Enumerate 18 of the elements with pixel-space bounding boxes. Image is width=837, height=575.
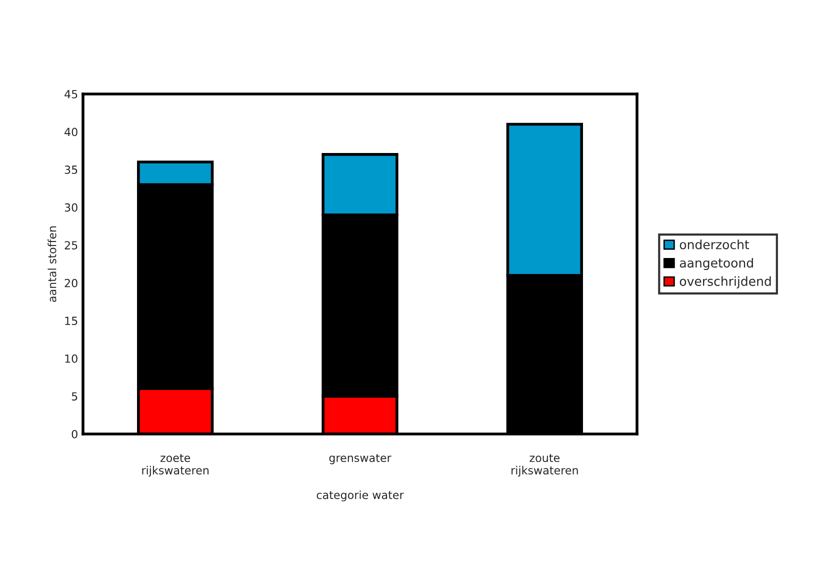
y-tick-label: 40 (64, 128, 78, 136)
y-tick-label: 45 (64, 90, 78, 98)
y-tick-label: 0 (72, 430, 78, 438)
x-tick-label: zoete rijkswateren (142, 454, 209, 477)
y-axis-title: aantal stoffen (48, 226, 56, 302)
legend-label: aangetoond (680, 258, 753, 270)
y-tick-label: 30 (64, 203, 78, 212)
legend-label: onderzocht (680, 240, 750, 250)
y-tick-label: 5 (72, 392, 78, 401)
y-tick-label: 25 (64, 241, 78, 250)
x-axis-title: categorie water (316, 490, 404, 502)
x-tick-label: zoute rijkswateren (512, 454, 578, 477)
x-tick-label: grenswater (329, 454, 392, 464)
y-tick-label: 15 (65, 316, 78, 326)
y-tick-label: 10 (65, 354, 78, 363)
y-tick-label: 20 (64, 278, 78, 288)
y-tick-label: 35 (64, 166, 78, 174)
legend-label: overschrijdend (680, 276, 771, 288)
